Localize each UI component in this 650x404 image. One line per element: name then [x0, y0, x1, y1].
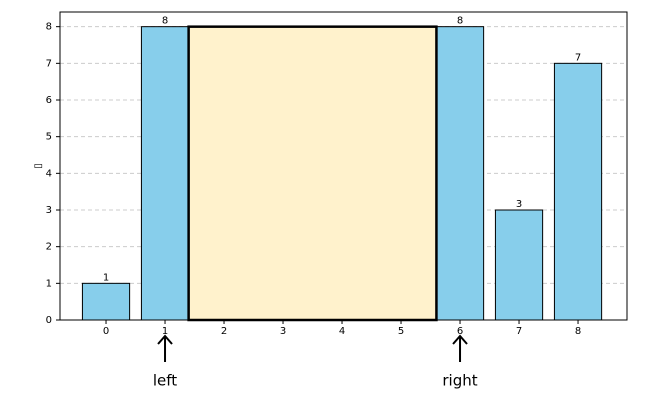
y-tick-label: 0 — [46, 315, 52, 326]
annotation: right — [442, 372, 477, 390]
value-label: 3 — [516, 199, 522, 210]
y-tick-label: 8 — [46, 22, 52, 33]
container-area — [187, 25, 438, 322]
annotation: left — [153, 372, 177, 390]
bar — [494, 209, 544, 321]
arrow-head — [452, 334, 468, 345]
value-label: 1 — [103, 272, 109, 283]
arrow-head — [157, 334, 173, 345]
y-tick-label: 1 — [46, 278, 52, 289]
bar — [140, 26, 190, 321]
x-tick-label: 8 — [575, 326, 581, 337]
y-tick-label: 6 — [46, 95, 52, 106]
y-tick-label: 3 — [46, 205, 52, 216]
y-tick-label: 5 — [46, 132, 52, 143]
x-tick-label: 6 — [457, 326, 463, 337]
x-tick-label: 0 — [103, 326, 109, 337]
x-tick-label: 5 — [398, 326, 404, 337]
x-tick-label: 4 — [339, 326, 345, 337]
x-tick-label: 2 — [221, 326, 227, 337]
y-tick-label: 4 — [46, 168, 52, 179]
y-tick-label: 2 — [46, 242, 52, 253]
bar — [435, 26, 485, 321]
value-label: 8 — [162, 16, 168, 27]
value-label: 7 — [575, 52, 581, 63]
y-tick-label: 7 — [46, 58, 52, 69]
value-label: 8 — [457, 16, 463, 27]
plot-frame — [59, 11, 628, 321]
x-tick-label: 3 — [280, 326, 286, 337]
y-axis-label: ▯ — [33, 163, 44, 169]
bar — [553, 62, 603, 321]
x-tick-label: 7 — [516, 326, 522, 337]
bar — [81, 282, 131, 321]
x-tick-label: 1 — [162, 326, 168, 337]
